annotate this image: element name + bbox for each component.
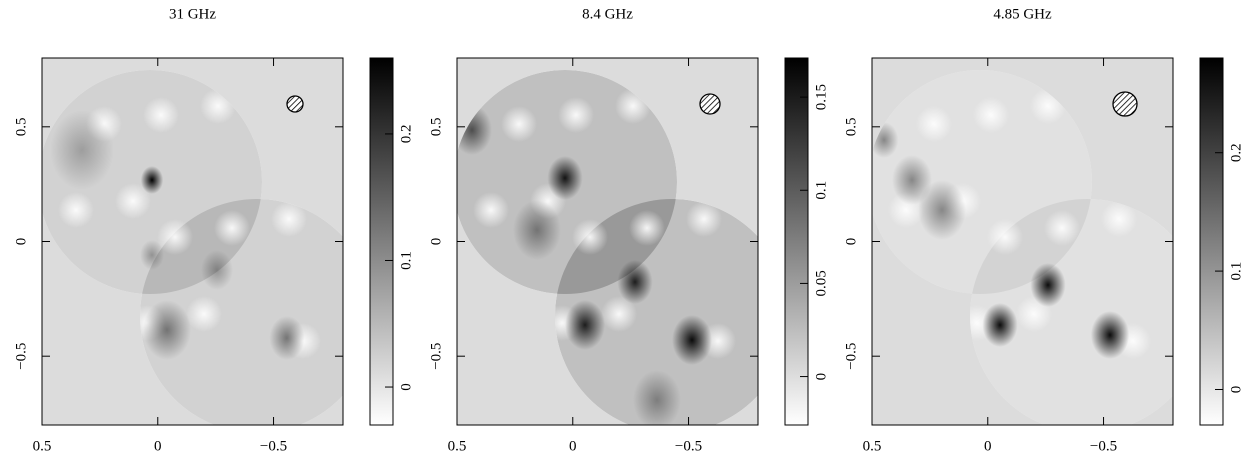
feature bbox=[143, 300, 191, 360]
x-tick-label: −0.5 bbox=[1090, 438, 1117, 454]
feature bbox=[513, 200, 561, 260]
y-tick-label: 0.5 bbox=[13, 117, 29, 136]
feature bbox=[269, 316, 305, 360]
panel: 8.4 GHz 0.5 0 −0.5 −0.5 0 0.5 0 0.05 0.1 0.15 bbox=[428, 6, 829, 454]
feature bbox=[672, 315, 712, 365]
beam bbox=[699, 93, 721, 115]
colorbar-tick-label: 0 bbox=[1228, 386, 1244, 394]
colorbar-tick-label: 0.1 bbox=[813, 181, 829, 200]
feature bbox=[982, 303, 1018, 347]
mottle bbox=[115, 183, 151, 219]
panel: 4.85 GHz 0.5 0 −0.5 −0.5 0 0.5 0 0.1 0.2 bbox=[843, 6, 1244, 454]
beam bbox=[286, 95, 304, 113]
field bbox=[140, 199, 343, 425]
mottle bbox=[601, 296, 637, 332]
feature bbox=[565, 300, 605, 350]
x-tick-label: −0.5 bbox=[260, 438, 287, 454]
mottle bbox=[987, 219, 1023, 255]
x-tick-label: −0.5 bbox=[675, 438, 702, 454]
feature bbox=[918, 180, 966, 240]
mottle bbox=[686, 201, 722, 237]
colorbar-tick-label: 0.2 bbox=[1228, 143, 1244, 162]
mottle bbox=[558, 97, 594, 133]
feature bbox=[50, 110, 114, 190]
y-tick-label: 0 bbox=[843, 238, 859, 246]
mottle bbox=[916, 106, 952, 142]
y-tick-label: 0 bbox=[13, 238, 29, 246]
mottle bbox=[143, 97, 179, 133]
y-tick-label: −0.5 bbox=[428, 343, 444, 370]
mottle bbox=[1101, 201, 1137, 237]
feature bbox=[633, 370, 681, 425]
mottle bbox=[973, 97, 1009, 133]
feature bbox=[1090, 311, 1130, 359]
x-tick-label: 0 bbox=[569, 438, 577, 454]
colorbar-tick-label: 0 bbox=[398, 383, 414, 391]
feature bbox=[892, 155, 932, 205]
mottle bbox=[473, 192, 509, 228]
colorbar-tick-label: 0.1 bbox=[1228, 262, 1244, 281]
feature bbox=[547, 156, 583, 200]
colorbar-tick-label: 0 bbox=[813, 373, 829, 381]
x-tick-label: 0 bbox=[154, 438, 162, 454]
colorbar-tick-label: 0.1 bbox=[398, 251, 414, 270]
colorbar-tick-label: 0.2 bbox=[398, 125, 414, 144]
panel-title: 8.4 GHz bbox=[582, 6, 633, 22]
mottle bbox=[271, 201, 307, 237]
panel: 31 GHz 0.5 0 −0.5 −0.5 0 0.5 0 0.1 0.2 bbox=[13, 6, 414, 454]
y-tick-label: −0.5 bbox=[13, 343, 29, 370]
mottle bbox=[58, 192, 94, 228]
feature bbox=[140, 166, 164, 194]
mottle bbox=[214, 210, 250, 246]
mottle bbox=[572, 219, 608, 255]
feature bbox=[140, 240, 164, 270]
y-tick-label: −0.5 bbox=[843, 343, 859, 370]
mottle bbox=[501, 106, 537, 142]
colorbar-tick-label: 0.05 bbox=[813, 270, 829, 296]
mottle bbox=[157, 219, 193, 255]
x-tick-label: 0.5 bbox=[448, 438, 467, 454]
y-tick-label: 0.5 bbox=[843, 117, 859, 136]
feature bbox=[1030, 263, 1066, 307]
field bbox=[555, 199, 758, 425]
colorbar-tick-label: 0.15 bbox=[813, 84, 829, 110]
panel-title: 31 GHz bbox=[169, 6, 216, 22]
panel-title: 4.85 GHz bbox=[993, 6, 1052, 22]
feature bbox=[201, 250, 233, 290]
x-tick-label: 0.5 bbox=[863, 438, 882, 454]
colorbar bbox=[369, 57, 394, 426]
colorbar bbox=[784, 57, 809, 426]
beam bbox=[1112, 91, 1138, 117]
mottle bbox=[629, 210, 665, 246]
colorbar bbox=[1199, 57, 1224, 426]
mottle bbox=[1044, 210, 1080, 246]
y-tick-label: 0 bbox=[428, 238, 444, 246]
feature bbox=[617, 260, 653, 304]
mottle bbox=[186, 296, 222, 332]
x-tick-label: 0 bbox=[984, 438, 992, 454]
y-tick-label: 0.5 bbox=[428, 117, 444, 136]
field bbox=[970, 199, 1173, 425]
x-tick-label: 0.5 bbox=[33, 438, 52, 454]
